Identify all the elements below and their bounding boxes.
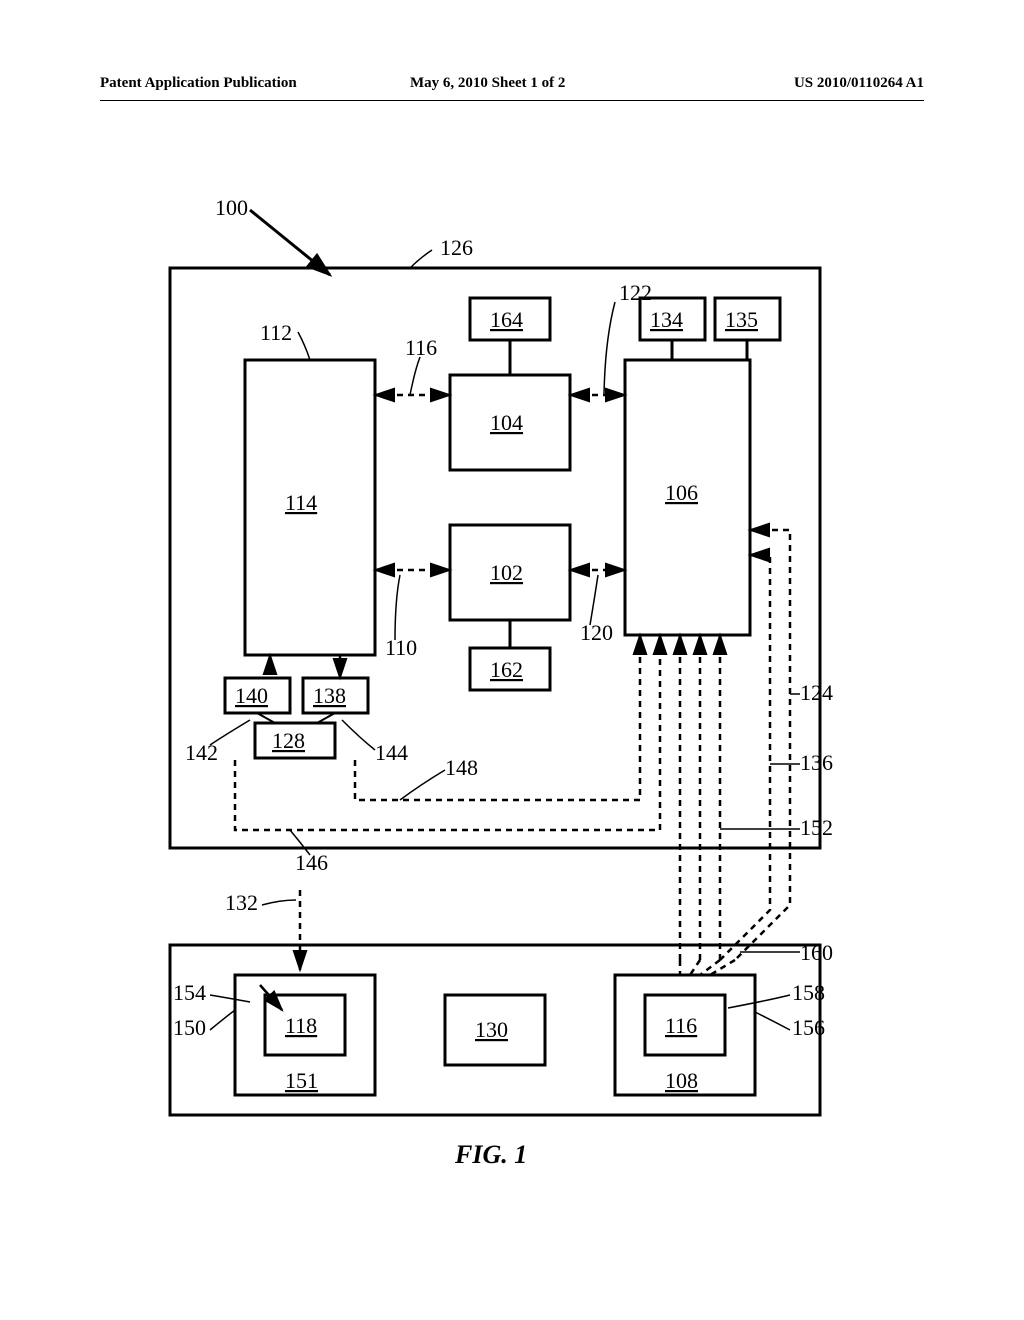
leader-156	[755, 1012, 790, 1030]
ref-158: 158	[792, 980, 825, 1005]
label-130: 130	[475, 1017, 508, 1042]
dash-into-108b	[690, 960, 700, 975]
label-106: 106	[665, 480, 698, 505]
ref-126: 126	[440, 235, 473, 260]
label-162: 162	[490, 657, 523, 682]
box-126	[170, 268, 820, 848]
label-134: 134	[650, 307, 683, 332]
dash-into-108c	[700, 960, 720, 975]
leader-142	[210, 720, 250, 745]
leader-116	[410, 357, 420, 395]
leader-150	[210, 1010, 235, 1030]
path-124	[735, 530, 790, 960]
ref-156: 156	[792, 1015, 825, 1040]
ref-116u: 116	[405, 335, 437, 360]
leader-144	[342, 720, 375, 750]
leader-122	[604, 302, 615, 395]
label-164: 164	[490, 307, 523, 332]
dash-into-108d	[710, 960, 735, 975]
label-102: 102	[490, 560, 523, 585]
label-151: 151	[285, 1068, 318, 1093]
label-128: 128	[272, 728, 305, 753]
label-114: 114	[285, 490, 317, 515]
page: Patent Application Publication May 6, 20…	[0, 0, 1024, 1320]
leader-148	[400, 770, 445, 800]
leader-154	[210, 995, 250, 1002]
path-136	[720, 555, 770, 960]
ref-122: 122	[619, 280, 652, 305]
ref-148: 148	[445, 755, 478, 780]
ref-120: 120	[580, 620, 613, 645]
leader-132	[262, 900, 296, 905]
ref-124: 124	[800, 680, 833, 705]
leader-120	[590, 575, 598, 625]
ref-144: 144	[375, 740, 408, 765]
ref-132: 132	[225, 890, 258, 915]
ref-100: 100	[215, 195, 248, 220]
label-108: 108	[665, 1068, 698, 1093]
leader-158	[728, 995, 790, 1008]
ref-150: 150	[173, 1015, 206, 1040]
leader-126	[410, 250, 432, 268]
figure-caption: FIG. 1	[455, 1140, 527, 1170]
label-116: 116	[665, 1013, 697, 1038]
label-118: 118	[285, 1013, 317, 1038]
label-140: 140	[235, 683, 268, 708]
ref-146: 146	[295, 850, 328, 875]
label-135: 135	[725, 307, 758, 332]
ref-110: 110	[385, 635, 417, 660]
arrow-100	[250, 210, 330, 275]
label-104: 104	[490, 410, 523, 435]
label-138: 138	[313, 683, 346, 708]
ref-154: 154	[173, 980, 206, 1005]
arrow-into-118	[260, 985, 282, 1010]
ref-152: 152	[800, 815, 833, 840]
ref-136: 136	[800, 750, 833, 775]
leader-112	[298, 332, 310, 360]
diagram-svg: 100 126 114 112 164 104 102 162 106 134	[0, 0, 1024, 1320]
ref-112: 112	[260, 320, 292, 345]
leader-110	[395, 575, 400, 640]
